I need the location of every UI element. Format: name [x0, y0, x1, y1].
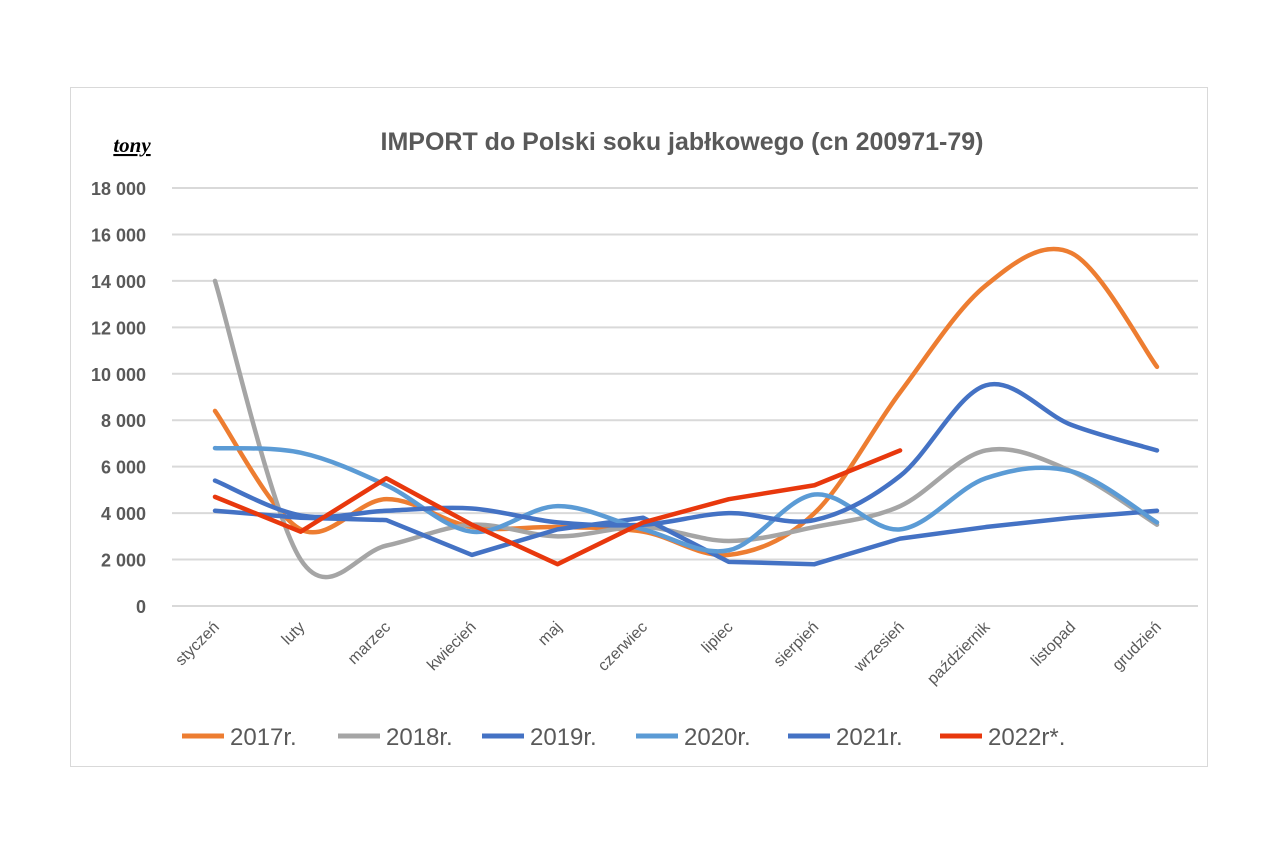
x-tick-label: wrzesień [851, 619, 908, 676]
y-tick-label: 4 000 [101, 504, 146, 524]
y-axis-label: tony [113, 133, 151, 157]
x-tick-label: kwiecień [424, 619, 479, 674]
x-tick-label: lipiec [699, 619, 737, 657]
legend-label: 2019r. [530, 724, 597, 751]
y-tick-label: 0 [136, 597, 146, 617]
x-tick-label: czerwiec [595, 619, 651, 675]
x-tick-label: listopad [1028, 619, 1079, 670]
x-tick-label: styczeń [172, 619, 222, 669]
y-tick-label: 2 000 [101, 551, 146, 571]
y-tick-label: 10 000 [91, 365, 146, 385]
x-tick-label: październik [924, 618, 994, 688]
legend-label: 2021r. [836, 724, 903, 751]
legend-label: 2020r. [684, 724, 751, 751]
x-tick-label: maj [535, 619, 565, 649]
x-tick-label: grudzień [1109, 619, 1164, 674]
series-line-2021r [212, 381, 1160, 528]
x-tick-label: luty [279, 619, 309, 649]
series-line-2019r [212, 508, 1160, 567]
y-tick-label: 8 000 [101, 411, 146, 431]
chart-title: IMPORT do Polski soku jabłkowego (cn 200… [381, 128, 984, 156]
x-tick-label: sierpień [771, 619, 823, 671]
chart-frame [70, 87, 1208, 767]
x-tick-label: marzec [345, 619, 394, 668]
y-tick-label: 16 000 [91, 225, 146, 245]
series-line-2020r [212, 445, 1160, 554]
y-tick-label: 18 000 [91, 179, 146, 199]
y-tick-label: 12 000 [91, 318, 146, 338]
series-line-2018r [212, 278, 1160, 580]
y-tick-label: 14 000 [91, 272, 146, 292]
legend-label: 2022r*. [988, 724, 1065, 751]
legend-label: 2017r. [230, 724, 297, 751]
y-tick-label: 6 000 [101, 458, 146, 478]
legend-label: 2018r. [386, 724, 453, 751]
